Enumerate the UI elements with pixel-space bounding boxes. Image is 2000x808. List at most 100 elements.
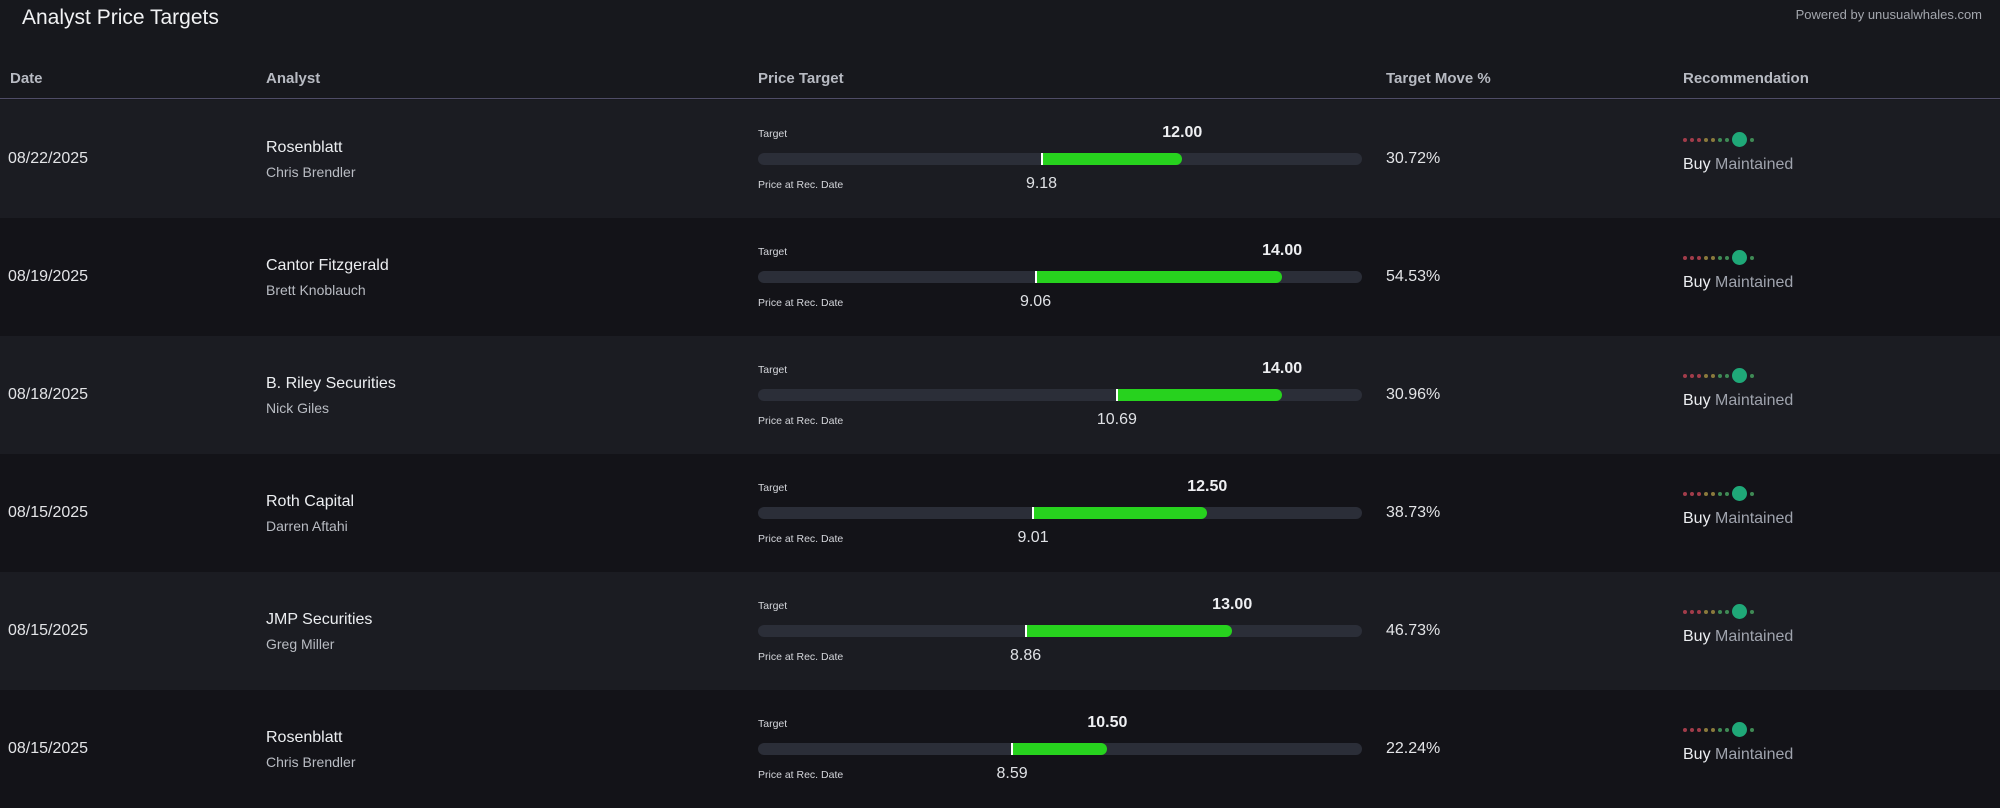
target-move-percent: 22.24% [1386, 740, 1441, 757]
recommendation-rating: Buy [1683, 392, 1711, 409]
rating-dot [1750, 728, 1754, 732]
rating-scale [1683, 250, 1773, 266]
rating-dot [1750, 492, 1754, 496]
table-row[interactable]: 08/18/2025 B. Riley Securities Nick Gile… [0, 336, 2000, 454]
row-date: 08/22/2025 [8, 150, 89, 167]
rating-dot [1690, 492, 1694, 496]
column-header-analyst[interactable]: Analyst [266, 70, 321, 87]
recommendation-action: Maintained [1715, 156, 1794, 173]
rating-dot [1697, 374, 1701, 378]
target-value: 14.00 [1262, 360, 1303, 377]
row-analyst: Nick Giles [266, 400, 330, 416]
rating-dot [1690, 256, 1694, 260]
row-date: 08/19/2025 [8, 268, 89, 285]
rating-dot [1683, 610, 1687, 614]
row-date: 08/15/2025 [8, 740, 89, 757]
price-at-rec-label: Price at Rec. Date [758, 533, 844, 545]
price-range-track [758, 153, 1362, 165]
column-header-target-move[interactable]: Target Move % [1386, 70, 1491, 87]
price-at-rec-label: Price at Rec. Date [758, 651, 844, 663]
recommendation-action: Maintained [1715, 746, 1794, 763]
rating-dot [1704, 492, 1708, 496]
rating-dot [1697, 492, 1701, 496]
price-range-track [758, 743, 1362, 755]
rating-dot [1732, 604, 1747, 619]
table-header: Date Analyst Price Target Target Move % … [0, 58, 2000, 101]
table-row[interactable]: 08/22/2025 Rosenblatt Chris Brendler Tar… [0, 100, 2000, 218]
column-header-recommendation[interactable]: Recommendation [1683, 70, 1809, 87]
price-range-track [758, 625, 1362, 637]
price-range-track [758, 271, 1362, 283]
powered-by-link[interactable]: Powered by unusualwhales.com [1795, 7, 1982, 22]
target-value: 14.00 [1262, 242, 1303, 259]
target-value: 13.00 [1212, 596, 1253, 613]
recommendation-rating: Buy [1683, 628, 1711, 645]
rating-dot [1683, 492, 1687, 496]
price-at-rec-marker [1040, 153, 1043, 165]
rating-dot [1718, 492, 1722, 496]
rating-dot [1683, 138, 1687, 142]
rating-dot [1704, 610, 1708, 614]
rating-dot [1697, 138, 1701, 142]
price-at-rec-value: 9.18 [1025, 175, 1058, 192]
column-header-price-target[interactable]: Price Target [758, 70, 844, 87]
rating-scale [1683, 368, 1773, 384]
target-move-percent: 30.96% [1386, 386, 1441, 403]
table-row[interactable]: 08/15/2025 JMP Securities Greg Miller Ta… [0, 572, 2000, 690]
rating-dot [1718, 256, 1722, 260]
rating-scale [1683, 722, 1773, 738]
rating-dot [1725, 728, 1729, 732]
rating-dot [1718, 138, 1722, 142]
recommendation-action: Maintained [1715, 274, 1794, 291]
rating-dot [1711, 374, 1715, 378]
target-move-percent: 46.73% [1386, 622, 1441, 639]
rating-dot [1690, 728, 1694, 732]
price-range-track [758, 507, 1362, 519]
rating-dot [1718, 728, 1722, 732]
target-move-percent: 30.72% [1386, 150, 1441, 167]
rating-dot [1725, 492, 1729, 496]
target-label: Target [758, 128, 788, 140]
rating-dot [1697, 610, 1701, 614]
rating-dot [1732, 250, 1747, 265]
row-date: 08/15/2025 [8, 622, 89, 639]
recommendation-rating: Buy [1683, 274, 1711, 291]
rating-dot [1704, 374, 1708, 378]
target-move-percent: 38.73% [1386, 504, 1441, 521]
page-title: Analyst Price Targets [22, 6, 219, 29]
rating-dot [1711, 728, 1715, 732]
rating-dot [1725, 256, 1729, 260]
rating-dot [1750, 610, 1754, 614]
recommendation-rating: Buy [1683, 156, 1711, 173]
price-range-track [758, 389, 1362, 401]
price-move-bar [1116, 389, 1283, 401]
row-firm: B. Riley Securities [266, 375, 396, 392]
recommendation: Buy Maintained [1683, 392, 1793, 410]
price-move-bar [1025, 625, 1233, 637]
price-at-rec-marker [1011, 743, 1014, 755]
recommendation-rating: Buy [1683, 510, 1711, 527]
rating-dot [1697, 256, 1701, 260]
rating-dot [1732, 132, 1747, 147]
recommendation: Buy Maintained [1683, 156, 1793, 174]
recommendation-action: Maintained [1715, 628, 1794, 645]
price-move-bar [1012, 743, 1108, 755]
rating-dot [1732, 722, 1747, 737]
row-analyst: Darren Aftahi [266, 518, 348, 534]
table-row[interactable]: 08/15/2025 Rosenblatt Chris Brendler Tar… [0, 690, 2000, 808]
rating-dot [1690, 138, 1694, 142]
rating-dot [1718, 610, 1722, 614]
column-header-date[interactable]: Date [10, 70, 43, 87]
price-at-rec-value: 8.86 [1009, 647, 1042, 664]
recommendation-action: Maintained [1715, 510, 1794, 527]
rating-dot [1704, 138, 1708, 142]
table-row[interactable]: 08/19/2025 Cantor Fitzgerald Brett Knobl… [0, 218, 2000, 336]
rating-dot [1704, 256, 1708, 260]
rating-dot [1725, 138, 1729, 142]
rating-dot [1711, 610, 1715, 614]
target-label: Target [758, 718, 788, 730]
rating-dot [1750, 256, 1754, 260]
target-value: 12.50 [1187, 478, 1228, 495]
target-label: Target [758, 600, 788, 612]
table-row[interactable]: 08/15/2025 Roth Capital Darren Aftahi Ta… [0, 454, 2000, 572]
